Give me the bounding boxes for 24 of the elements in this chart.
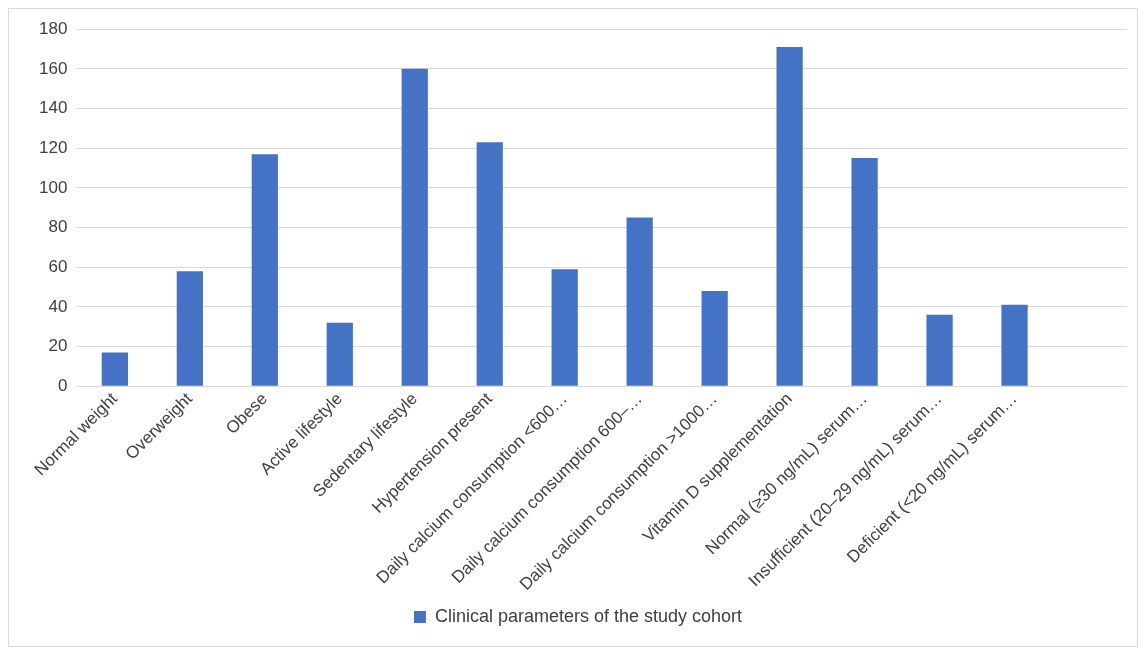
bar <box>176 271 203 386</box>
y-tick-label: 0 <box>57 375 68 395</box>
bar <box>251 154 278 386</box>
y-tick-label: 20 <box>48 336 68 356</box>
bar <box>851 158 878 386</box>
legend-label: Clinical parameters of the study cohort <box>434 605 743 626</box>
bar <box>626 217 653 386</box>
bar <box>701 290 728 386</box>
y-tick-label: 140 <box>38 98 68 118</box>
bar <box>326 322 353 386</box>
y-tick-label: 160 <box>38 58 68 78</box>
y-tick-label: 100 <box>38 177 68 197</box>
bar <box>551 269 578 386</box>
y-tick-label: 80 <box>48 217 68 237</box>
y-tick-label: 120 <box>38 137 68 157</box>
bar <box>476 142 503 386</box>
y-tick-label: 40 <box>48 296 68 316</box>
y-tick-label: 60 <box>48 256 68 276</box>
bar <box>926 314 953 386</box>
y-tick-label: 180 <box>38 18 68 38</box>
bar <box>401 68 428 386</box>
bar <box>1001 304 1028 386</box>
bar <box>776 47 803 386</box>
bar <box>101 352 128 386</box>
